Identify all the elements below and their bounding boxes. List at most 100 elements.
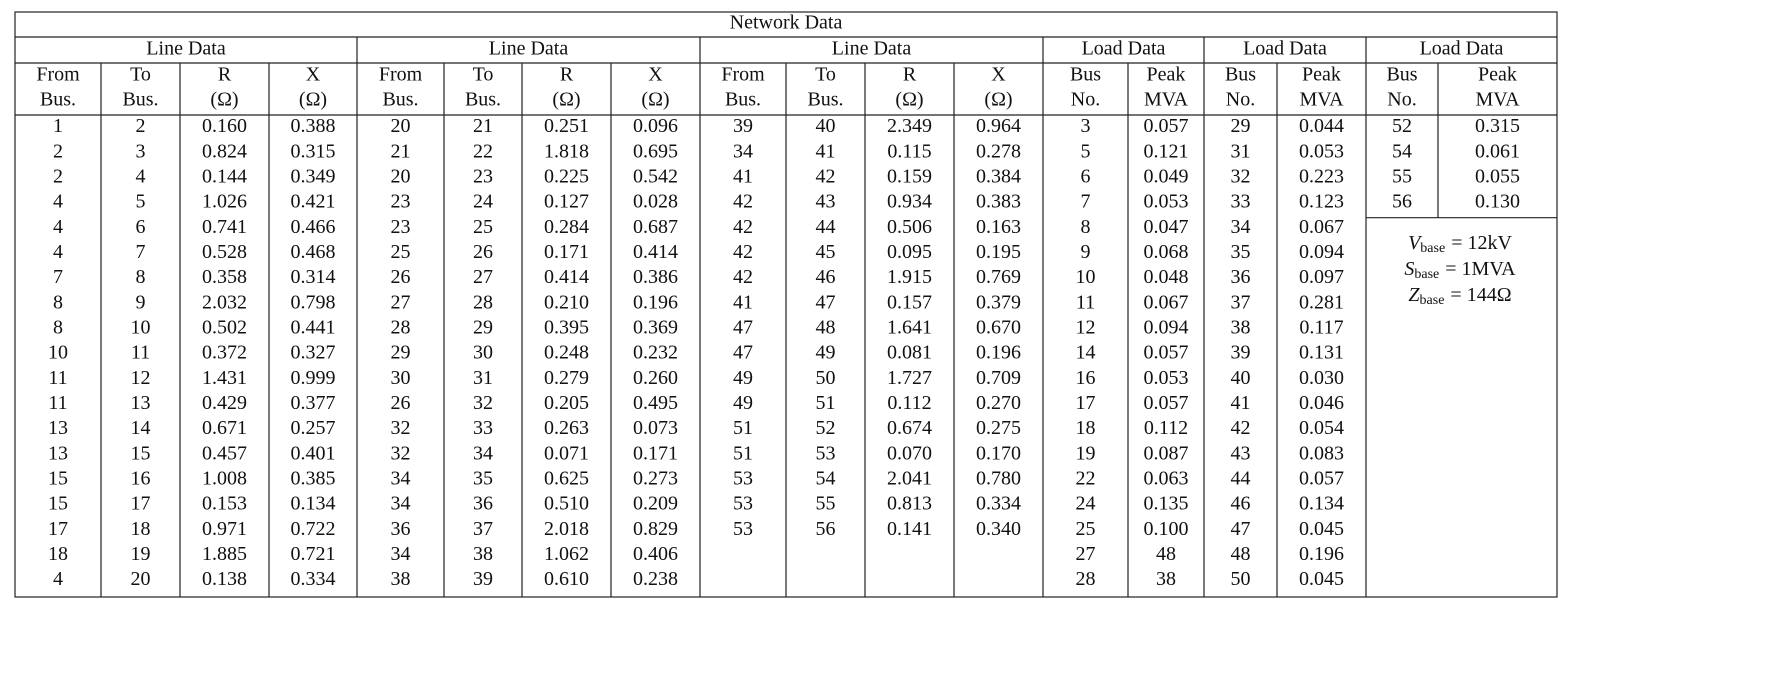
cell: 0.281 <box>1299 291 1344 313</box>
cell: 0.045 <box>1299 568 1344 590</box>
cell: 0.542 <box>633 166 678 188</box>
cell: 1.727 <box>887 367 932 389</box>
cell: 0.210 <box>544 291 589 313</box>
base-symbol: S <box>1404 258 1414 280</box>
cell: 0.171 <box>633 442 678 464</box>
cell: 39 <box>1231 342 1251 364</box>
cell: 0.384 <box>976 166 1021 188</box>
cell: 37 <box>1231 291 1251 313</box>
cell: 0.813 <box>887 493 932 515</box>
cell: 17 <box>1076 392 1096 414</box>
cell: 1.062 <box>544 543 589 565</box>
cell: 8 <box>53 317 63 339</box>
cell: 55 <box>816 493 836 515</box>
base-rhs: = 144Ω <box>1450 284 1511 306</box>
cell: 15 <box>48 493 68 515</box>
cell: 0.385 <box>291 468 336 490</box>
cell: 0.377 <box>291 392 336 414</box>
cell: 54 <box>1392 140 1412 162</box>
cell: 0.257 <box>291 417 336 439</box>
base-rhs: = 12kV <box>1451 232 1512 254</box>
cell: 47 <box>733 317 753 339</box>
cell: 0.270 <box>976 392 1021 414</box>
cell: 2.032 <box>202 291 247 313</box>
cell: 0.278 <box>976 140 1021 162</box>
cell: 0.248 <box>544 342 589 364</box>
cell: 0.083 <box>1299 442 1344 464</box>
cell: 0.159 <box>887 166 932 188</box>
cell: 28 <box>391 317 411 339</box>
cell: 0.115 <box>887 140 931 162</box>
cell: 11 <box>48 367 67 389</box>
cell: 2 <box>53 166 63 188</box>
cell: 43 <box>1231 442 1251 464</box>
cell: 24 <box>1076 493 1096 515</box>
cell: 0.171 <box>544 241 589 263</box>
cell: 0.695 <box>633 140 678 162</box>
column-header: X <box>306 64 321 86</box>
cell: 3 <box>1081 115 1091 137</box>
cell: 0.722 <box>291 518 336 540</box>
cell: 22 <box>473 140 493 162</box>
cell: 0.121 <box>1144 140 1189 162</box>
column-header: X <box>991 64 1006 86</box>
cell: 8 <box>136 266 146 288</box>
cell: 0.395 <box>544 317 589 339</box>
cell: 0.094 <box>1144 317 1189 339</box>
cell: 0.671 <box>202 417 247 439</box>
cell: 18 <box>131 518 151 540</box>
cell: 38 <box>1231 317 1251 339</box>
cell: 0.134 <box>1299 493 1344 515</box>
cell: 23 <box>391 216 411 238</box>
cell: 41 <box>733 166 753 188</box>
base-value: Vbase = 12kV <box>1408 232 1512 257</box>
cell: 19 <box>131 543 151 565</box>
cell: 1.026 <box>202 191 247 213</box>
cell: 25 <box>391 241 411 263</box>
cell: 52 <box>1392 115 1412 137</box>
cell: 0.081 <box>887 342 932 364</box>
cell: 18 <box>1076 417 1096 439</box>
cell: 21 <box>391 140 411 162</box>
cell: 15 <box>131 442 151 464</box>
cell: 0.225 <box>544 166 589 188</box>
base-symbol: V <box>1408 232 1423 254</box>
cell: 0.441 <box>291 317 336 339</box>
cell: 35 <box>1231 241 1251 263</box>
cell: 0.057 <box>1299 468 1344 490</box>
cell: 41 <box>1231 392 1251 414</box>
cell: 47 <box>733 342 753 364</box>
cell: 7 <box>1081 191 1091 213</box>
cell: 41 <box>733 291 753 313</box>
cell: 48 <box>1231 543 1251 565</box>
cell: 51 <box>733 417 753 439</box>
cell: 0.127 <box>544 191 589 213</box>
cell: 49 <box>733 392 753 414</box>
cell: 0.687 <box>633 216 678 238</box>
cell: 24 <box>473 191 493 213</box>
cell: 0.053 <box>1144 191 1189 213</box>
cell: 10 <box>48 342 68 364</box>
cell: 0.131 <box>1299 342 1344 364</box>
cell: 0.067 <box>1299 216 1344 238</box>
column-header: To <box>473 64 494 86</box>
cell: 0.094 <box>1299 241 1344 263</box>
group-title: Load Data <box>1082 38 1166 60</box>
column-header: R <box>903 64 917 86</box>
cell: 27 <box>1076 543 1096 565</box>
cell: 28 <box>473 291 493 313</box>
column-header: MVA <box>1475 89 1520 111</box>
cell: 0.057 <box>1144 342 1189 364</box>
cell: 51 <box>733 442 753 464</box>
cell: 9 <box>1081 241 1091 263</box>
cell: 15 <box>48 468 68 490</box>
cell: 35 <box>473 468 493 490</box>
cell: 5 <box>1081 140 1091 162</box>
cell: 0.506 <box>887 216 932 238</box>
cell: 50 <box>816 367 836 389</box>
cell: 14 <box>131 417 151 439</box>
column-header: Peak <box>1478 64 1517 86</box>
cell: 0.315 <box>291 140 336 162</box>
cell: 0.135 <box>1144 493 1189 515</box>
